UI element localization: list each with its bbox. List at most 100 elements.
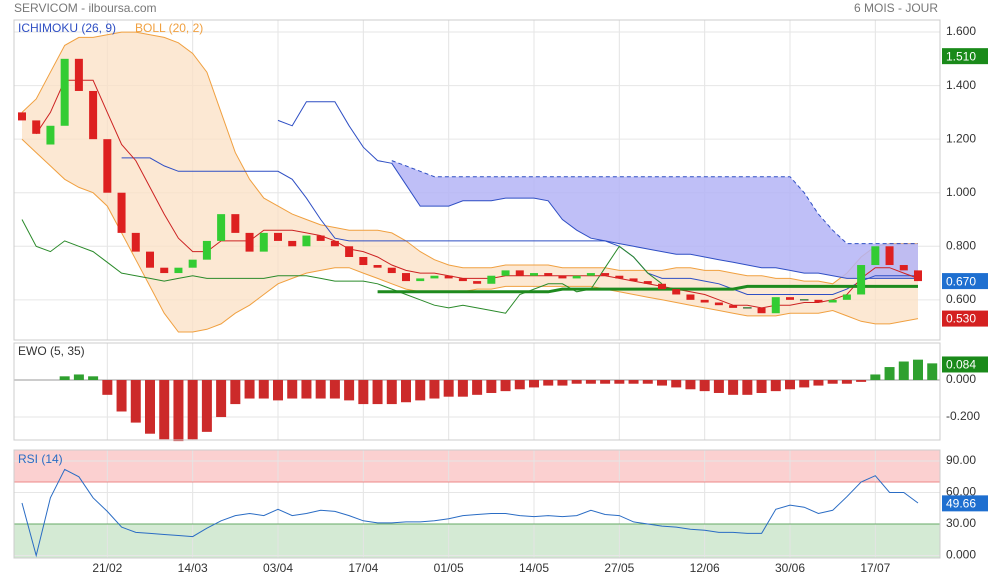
candle	[117, 192, 126, 233]
bar	[244, 380, 255, 399]
y-tick-label: 30.00	[946, 516, 976, 530]
candle	[345, 246, 354, 257]
bar	[116, 380, 127, 412]
indicator-legend: BOLL (20, 2)	[135, 21, 203, 35]
bar	[287, 380, 298, 399]
candle	[387, 267, 396, 274]
bar	[799, 380, 810, 388]
value-badge-label: 0.530	[946, 312, 976, 326]
candle	[586, 273, 595, 276]
candle	[217, 214, 226, 241]
y-tick-label: 0.600	[946, 292, 976, 306]
bar	[230, 380, 241, 405]
bar	[486, 380, 497, 393]
bar	[529, 380, 539, 388]
candle	[530, 273, 538, 276]
kijun-line	[121, 157, 918, 295]
x-tick-label: 17/04	[348, 561, 378, 575]
x-tick-label: 12/06	[690, 561, 720, 575]
bar	[273, 380, 283, 401]
candle	[18, 112, 26, 121]
candle	[458, 278, 467, 282]
x-tick-label: 14/03	[178, 561, 208, 575]
bar	[59, 376, 70, 381]
x-tick-label: 17/07	[860, 561, 890, 575]
bar	[500, 380, 511, 392]
bar	[927, 363, 938, 381]
tenkan-line	[35, 79, 919, 309]
candle	[373, 265, 382, 268]
bar	[358, 380, 369, 405]
bar	[785, 380, 795, 390]
bar	[856, 380, 867, 382]
candle	[74, 58, 83, 91]
candle	[430, 275, 439, 279]
bar	[913, 359, 923, 381]
price-frame	[13, 19, 941, 341]
candle	[188, 259, 197, 268]
value-badge	[942, 356, 988, 373]
bar	[73, 374, 84, 381]
bar	[728, 380, 739, 395]
bar	[201, 380, 212, 432]
candle	[444, 275, 453, 279]
x-tick-label: 30/06	[775, 561, 805, 575]
plot-layer: 0.600 0.800 1.000 1.200 1.400 1.600 ICHIMOKU (…	[14, 20, 988, 575]
value-badge	[942, 310, 988, 327]
candle	[501, 270, 510, 276]
candle	[245, 232, 254, 252]
bar	[671, 380, 682, 388]
chikou-line	[21, 219, 663, 314]
bar	[258, 380, 269, 399]
candle	[672, 289, 681, 295]
bar	[813, 380, 824, 386]
bar	[401, 380, 411, 403]
bar	[699, 380, 710, 392]
candle	[714, 302, 723, 306]
candle	[558, 275, 567, 279]
bar	[429, 380, 440, 399]
bar	[742, 380, 753, 395]
candle	[146, 251, 154, 268]
candle	[302, 235, 311, 247]
panel-title: EWO (5, 35)	[18, 344, 85, 358]
y-tick-label: -0.200	[946, 409, 980, 423]
bar	[713, 380, 724, 393]
y-tick-label: 0.800	[946, 238, 976, 252]
bar	[130, 380, 141, 423]
bar	[884, 367, 895, 381]
candle	[316, 235, 325, 241]
candle	[330, 240, 339, 247]
bar	[685, 380, 696, 390]
bar	[557, 380, 568, 386]
candle	[601, 273, 610, 276]
bar	[571, 380, 582, 384]
candle	[174, 267, 183, 274]
bar	[443, 380, 454, 397]
bar	[457, 380, 468, 397]
candle	[729, 305, 738, 308]
bar	[870, 374, 881, 381]
bar	[329, 380, 340, 399]
candle	[274, 232, 282, 241]
candle	[743, 307, 752, 309]
zone	[14, 450, 940, 483]
period: 6 MOIS - JOUR	[854, 1, 938, 15]
y-tick-label: 1.600	[946, 24, 976, 38]
candle	[202, 240, 211, 260]
y-tick-label: 1.000	[946, 185, 976, 199]
bar	[657, 380, 667, 386]
candle	[757, 307, 766, 314]
x-tick-label: 21/02	[92, 561, 122, 575]
x-tick-label: 03/04	[263, 561, 293, 575]
page-title: SERVICOM - ilboursa.com	[14, 1, 156, 15]
bar	[628, 380, 639, 384]
candle	[914, 270, 922, 282]
candle	[771, 297, 780, 314]
value-badge	[942, 48, 988, 65]
candle	[60, 58, 69, 126]
candle	[46, 125, 55, 145]
candle	[473, 281, 482, 284]
bollinger-upper	[21, 31, 918, 285]
indicator-legend: ICHIMOKU (26, 9)	[18, 21, 116, 35]
